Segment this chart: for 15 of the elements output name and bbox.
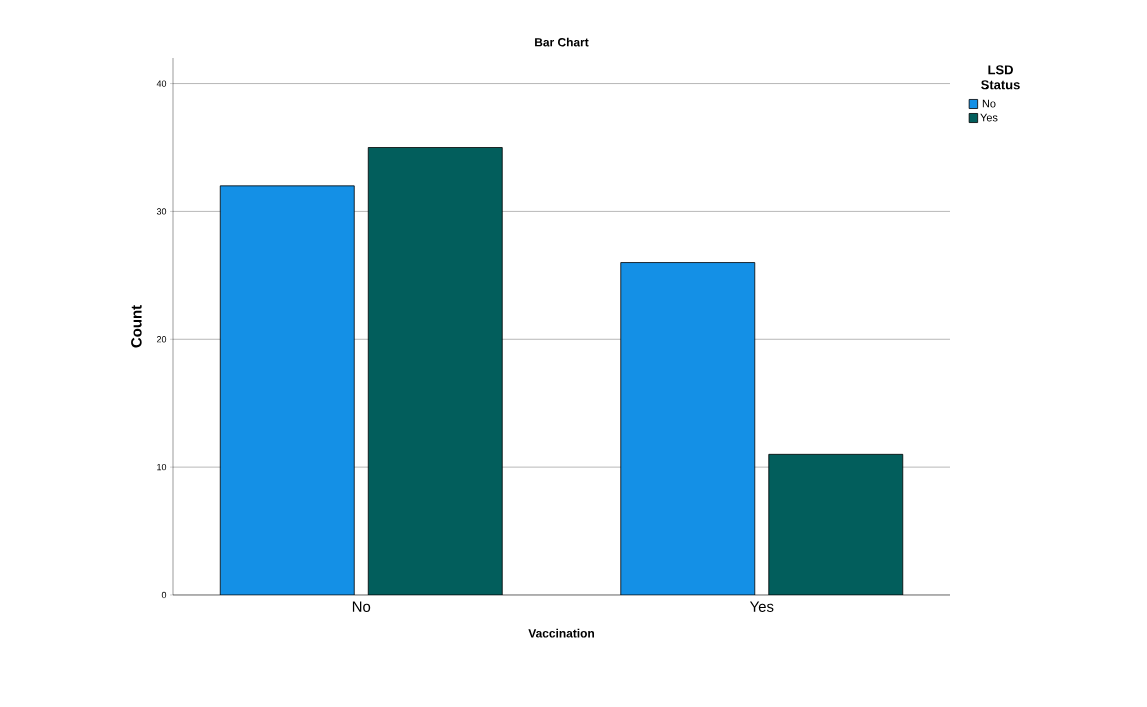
chart-title: Bar Chart: [535, 37, 589, 47]
y-tick-label: 20: [156, 336, 167, 343]
bar: [367, 147, 503, 595]
y-axis-title: Count: [131, 305, 142, 348]
legend-title: LSD Status: [981, 65, 1020, 90]
y-tick-label: 0: [161, 591, 167, 599]
legend-label: No: [982, 99, 996, 108]
bar: [219, 185, 355, 595]
y-tick-label: 30: [156, 208, 167, 215]
y-tick-label: 40: [156, 80, 167, 87]
bar: [620, 262, 756, 595]
y-tick-label: 10: [157, 463, 167, 471]
x-axis-title: Vaccination: [528, 628, 594, 638]
bar: [768, 453, 904, 595]
legend-label: Yes: [980, 113, 998, 122]
